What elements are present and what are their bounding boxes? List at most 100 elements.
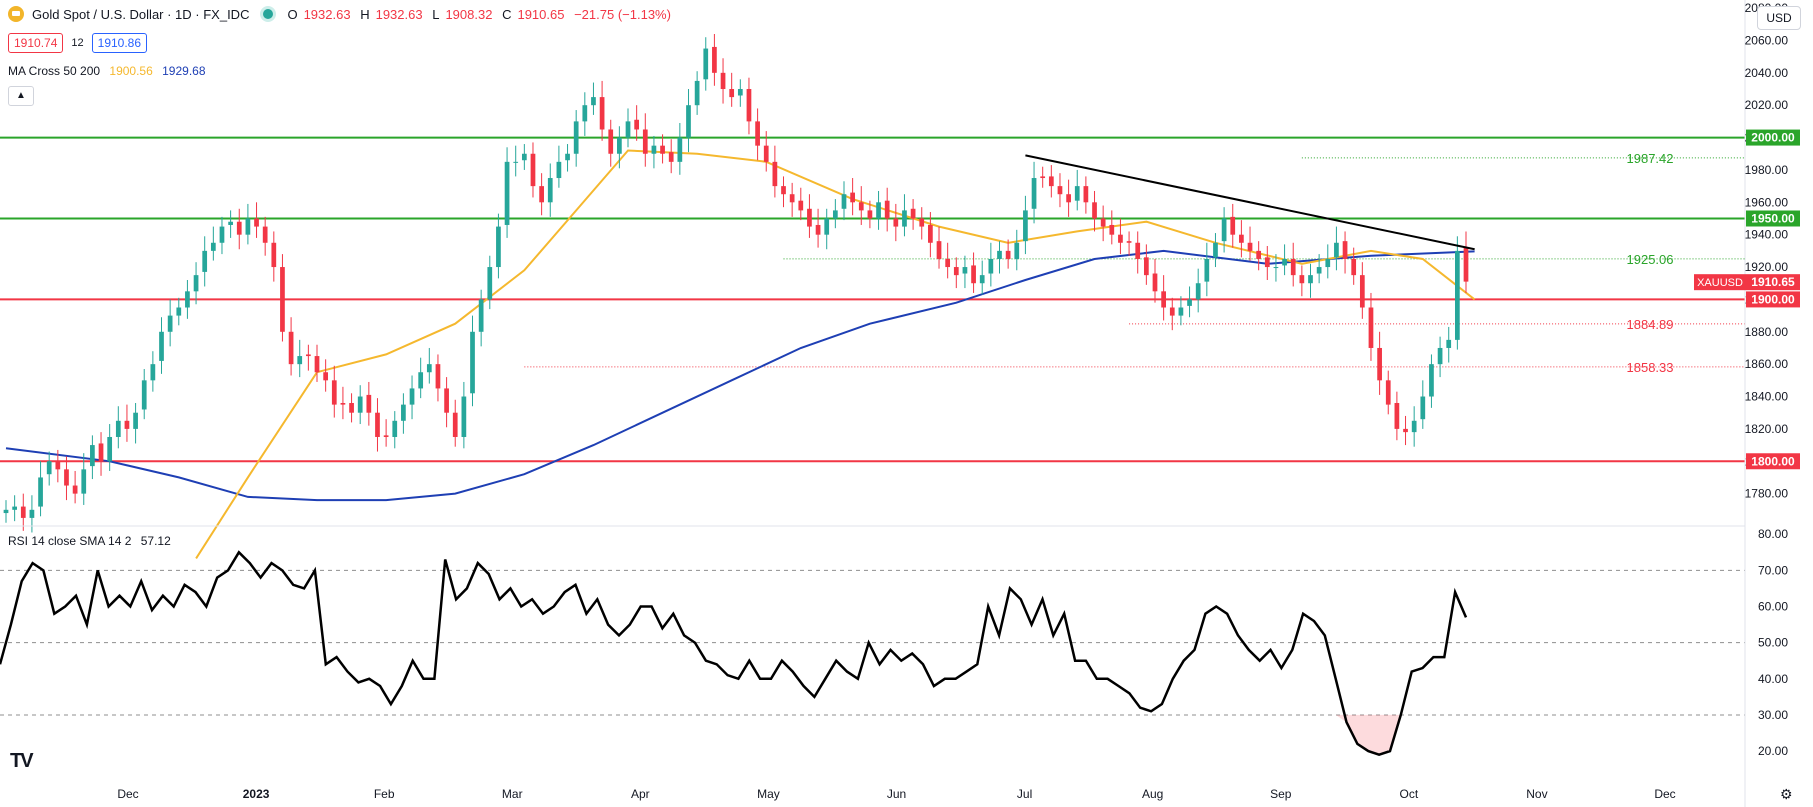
candle-body (1178, 307, 1184, 316)
candle-body (582, 105, 588, 122)
level-tag-2000.00 (1746, 129, 1800, 146)
candle-body (1204, 258, 1210, 282)
price-tick-label: 2020.00 (1745, 98, 1789, 112)
candle-body (323, 372, 329, 381)
level-tag-text: 2000.00 (1751, 131, 1795, 145)
candle-body (383, 435, 389, 437)
candle-body (660, 145, 665, 154)
change-value: −21.75 (−1.13%) (574, 6, 671, 22)
price-tick-label: 1780.00 (1745, 487, 1789, 501)
rsi-value: 57.12 (140, 534, 171, 548)
rsi-tick-label: 50.00 (1758, 636, 1788, 650)
candle-body (1092, 202, 1097, 219)
candle-body (1014, 242, 1020, 259)
candle-body (608, 129, 614, 154)
level-tag-text: 1950.00 (1751, 211, 1795, 225)
candle-body (763, 145, 769, 162)
candle-body (1221, 218, 1227, 242)
rsi-tick-label: 70.00 (1758, 563, 1788, 577)
price-tick-label: 1840.00 (1745, 390, 1789, 404)
candle-body (409, 388, 415, 405)
candle-body (1299, 275, 1305, 284)
candle-body (340, 402, 346, 405)
ma50-value: 1900.56 (109, 64, 153, 78)
level-label-1987.42: 1987.42 (1627, 151, 1674, 166)
time-tick-label: Feb (374, 787, 395, 801)
time-tick-label: Apr (631, 787, 650, 801)
candle-body (858, 202, 864, 211)
candle-body (90, 445, 95, 467)
price-tick-label: 1880.00 (1745, 325, 1789, 339)
candle-body (1247, 242, 1253, 251)
currency-button[interactable]: USD (1757, 6, 1801, 30)
candle-body (1290, 258, 1296, 276)
candle-body (366, 394, 372, 413)
candle-body (642, 129, 648, 154)
candle-body (1152, 273, 1158, 292)
collapse-legend-button[interactable]: ▲ (8, 86, 34, 106)
sell-price-button[interactable]: 1910.74 (8, 33, 64, 53)
tradingview-logo-icon[interactable]: TV (10, 750, 34, 772)
time-axis[interactable]: Dec 2023 Feb Mar Apr May Jun Jul Aug Sep Oct Nov Dec (117, 787, 1675, 801)
rsi-tick-label: 30.00 (1758, 708, 1788, 722)
ma200-value: 1929.68 (162, 64, 206, 78)
candle-body (141, 380, 147, 410)
rsi-legend[interactable]: RSI 14 close SMA 14 2 57.12 (8, 534, 171, 548)
candle-body (737, 89, 743, 96)
candle-body (910, 208, 916, 219)
candle-body (971, 265, 976, 284)
candle-body (444, 388, 449, 413)
candle-body (789, 194, 795, 203)
spread-value: 12 (71, 37, 84, 49)
open-value: 1932.63 (303, 6, 351, 22)
candle-body (1118, 234, 1123, 243)
time-tick-label: May (757, 787, 780, 801)
buy-price-button[interactable]: 1910.86 (91, 33, 148, 53)
candle-body (1368, 307, 1374, 348)
candle-body (772, 161, 778, 187)
candle-body (288, 331, 294, 365)
candle-body (1394, 402, 1400, 429)
candle-body (193, 275, 199, 292)
candle-body (850, 192, 855, 203)
candle-body (530, 153, 536, 187)
candle-body (591, 97, 596, 106)
candle-body (884, 200, 890, 219)
time-tick-label: Dec (117, 787, 138, 801)
price-axis[interactable]: 1780.001800.001820.001840.001860.001880.… (1745, 1, 1789, 501)
candle-body (254, 218, 259, 227)
candle-body (1342, 241, 1348, 259)
candle-body (798, 200, 804, 211)
candle-body (81, 469, 87, 494)
chevron-up-icon: ▲ (16, 90, 26, 101)
candle-body (1023, 210, 1028, 242)
candle-body (55, 461, 61, 470)
candle-body (686, 105, 691, 138)
candle-body (487, 267, 493, 300)
candle-body (1411, 420, 1417, 433)
candle-body (1074, 186, 1080, 201)
rsi-tick-label: 20.00 (1758, 744, 1788, 758)
rsi-tick-label: 80.00 (1758, 527, 1788, 541)
candle-body (46, 461, 52, 475)
symbol-title[interactable]: Gold Spot / U.S. Dollar · 1D · FX_IDC (32, 6, 250, 22)
low-label: L (432, 6, 440, 22)
candle-body (504, 161, 510, 225)
candle-body (1359, 275, 1365, 308)
gear-icon[interactable]: ⚙ (1780, 786, 1793, 802)
candle-body (979, 275, 985, 284)
candle-body (401, 404, 406, 421)
rsi-axis[interactable]: 20.00 30.00 40.00 50.00 60.00 70.00 80.00 (1758, 527, 1788, 758)
candle-body (20, 506, 26, 518)
candle-body (1230, 216, 1236, 235)
candle-body (1239, 234, 1244, 243)
ma-indicator-legend[interactable]: MA Cross 50 200 1900.56 1929.68 (8, 64, 206, 78)
candle-body (893, 218, 899, 227)
candle-body (426, 364, 432, 373)
candle-body (815, 224, 821, 235)
candle-body (1463, 247, 1469, 282)
candle-body (375, 412, 380, 437)
close-label: C (502, 6, 512, 22)
candle-body (521, 153, 527, 161)
